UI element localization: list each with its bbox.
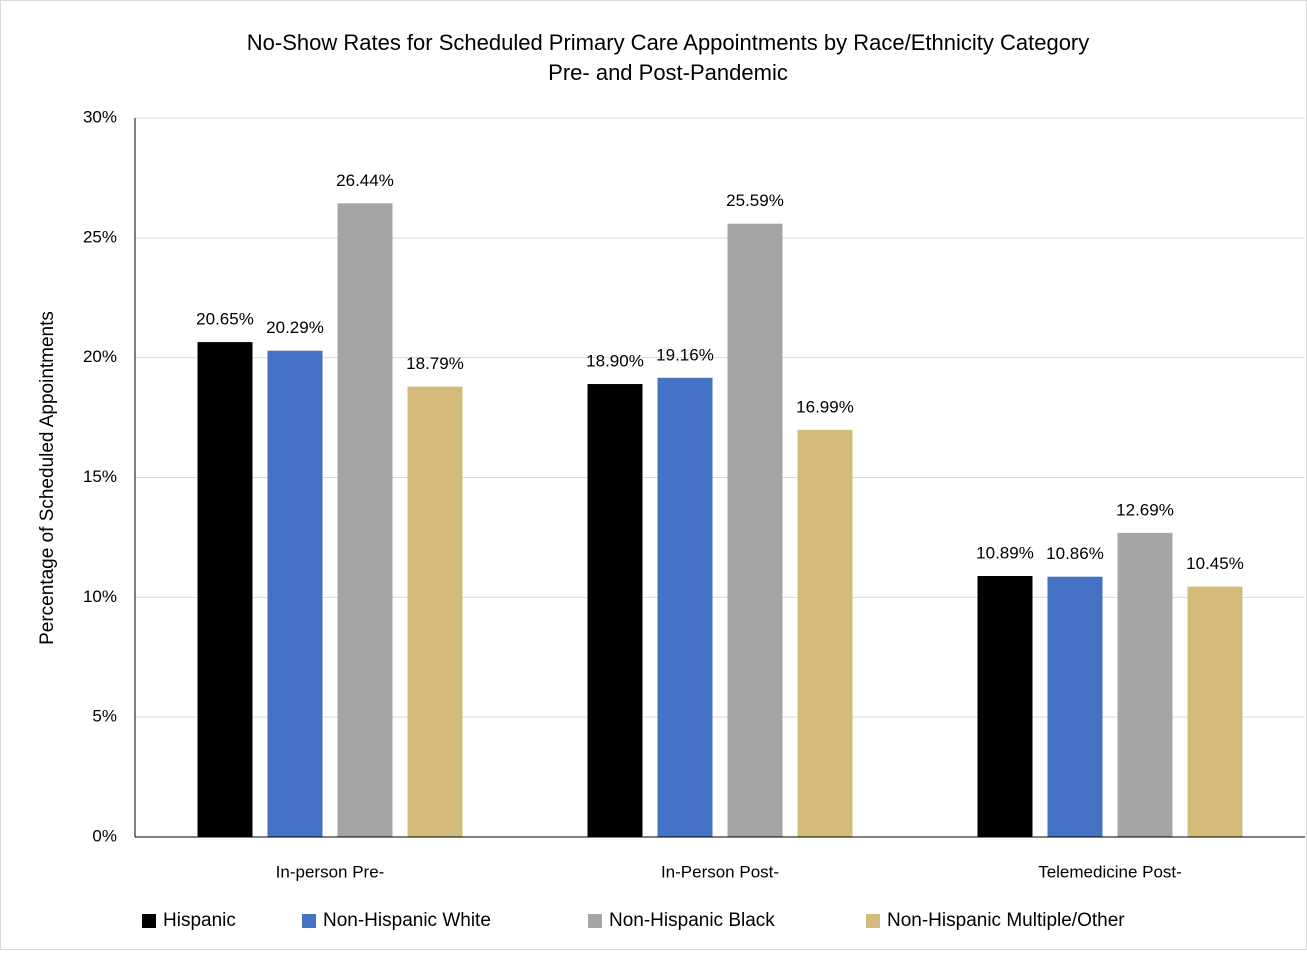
x-tick-label: In-person Pre- [276, 862, 385, 881]
y-tick-label: 5% [92, 707, 117, 726]
data-label: 10.89% [976, 543, 1034, 562]
data-label: 16.99% [796, 397, 854, 416]
bar [587, 384, 643, 837]
bar [797, 429, 853, 837]
x-tick-label: Telemedicine Post- [1038, 862, 1182, 881]
chart-title: Pre- and Post-Pandemic [548, 60, 788, 85]
y-axis-title: Percentage of Scheduled Appointments [37, 311, 58, 645]
bar [197, 342, 253, 837]
data-label: 18.90% [586, 352, 644, 371]
y-tick-label: 15% [83, 467, 117, 486]
data-label: 20.65% [196, 310, 254, 329]
data-label: 19.16% [656, 345, 714, 364]
bar [977, 576, 1033, 837]
x-tick-label: In-Person Post- [661, 862, 779, 881]
data-label: 26.44% [336, 171, 394, 190]
bar [407, 386, 463, 837]
bar [727, 223, 783, 837]
data-label: 20.29% [266, 318, 324, 337]
bar [1187, 586, 1243, 837]
legend-swatch [142, 914, 156, 928]
bar [267, 350, 323, 837]
data-label: 18.79% [406, 354, 464, 373]
legend-label: Non-Hispanic White [323, 910, 491, 931]
legend-swatch [866, 914, 880, 928]
y-tick-label: 25% [83, 227, 117, 246]
y-tick-label: 30% [83, 107, 117, 126]
data-label: 10.86% [1046, 544, 1104, 563]
legend-swatch [588, 914, 602, 928]
chart-title: No-Show Rates for Scheduled Primary Care… [247, 30, 1090, 55]
legend-label: Hispanic [163, 910, 236, 931]
legend-label: Non-Hispanic Black [609, 910, 775, 931]
bar [1047, 576, 1103, 837]
y-tick-label: 20% [83, 347, 117, 366]
bar [1117, 532, 1173, 837]
bar [337, 203, 393, 837]
y-tick-label: 0% [92, 826, 117, 845]
y-tick-label: 10% [83, 587, 117, 606]
data-label: 12.69% [1116, 500, 1174, 519]
legend-swatch [302, 914, 316, 928]
legend-label: Non-Hispanic Multiple/Other [887, 910, 1125, 931]
data-label: 10.45% [1186, 554, 1244, 573]
data-label: 25.59% [726, 191, 784, 210]
bar [657, 377, 713, 837]
